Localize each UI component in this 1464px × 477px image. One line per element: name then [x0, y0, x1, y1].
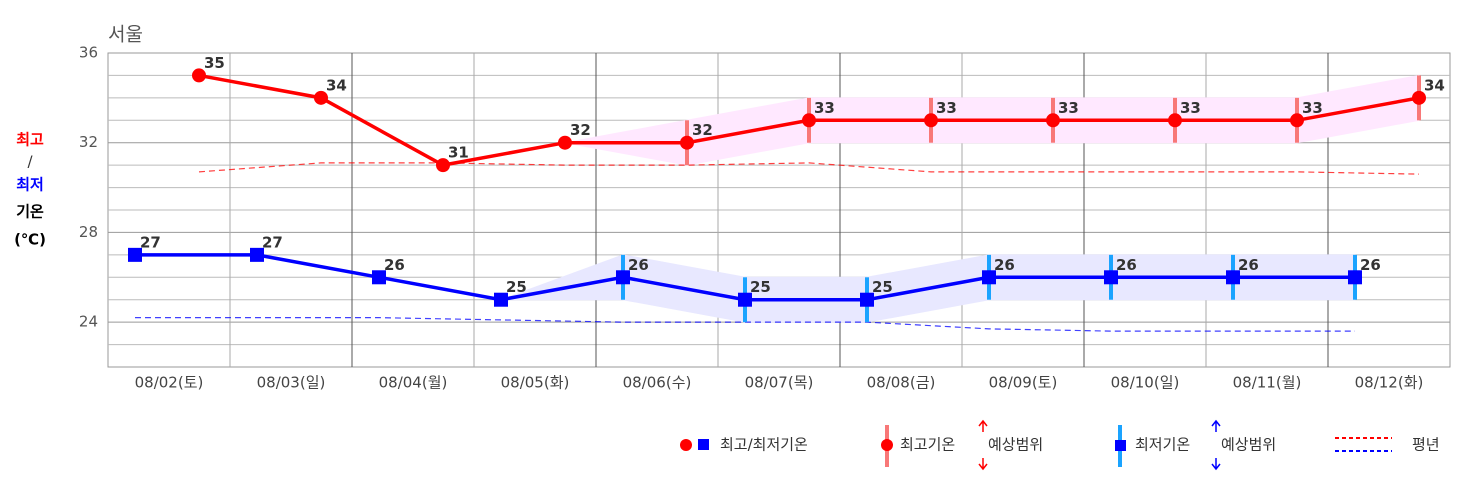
point — [680, 135, 694, 150]
point — [982, 270, 996, 285]
point — [494, 292, 508, 307]
x-tick-label: 08/10(일) — [1111, 374, 1180, 392]
y-tick-label: 24 — [79, 313, 98, 331]
x-tick-label: 08/11(월) — [1233, 374, 1302, 392]
y-label: 최저 — [16, 176, 44, 194]
legend-symbol — [1115, 440, 1126, 451]
legend-label: 최저기온 — [1135, 436, 1190, 454]
value-label: 26 — [1238, 256, 1259, 274]
x-tick-label: 08/12(화) — [1355, 374, 1424, 392]
normal-line — [198, 162, 1420, 175]
point — [738, 292, 752, 307]
value-label: 33 — [1302, 99, 1323, 117]
point — [1046, 113, 1060, 128]
legend-symbol — [881, 439, 893, 451]
value-label: 33 — [1058, 99, 1079, 117]
y-tick-label: 28 — [79, 223, 98, 241]
x-tick-label: 08/06(수) — [623, 374, 692, 392]
value-label: 27 — [262, 233, 283, 251]
x-tick-label: 08/02(토) — [135, 374, 204, 392]
y-tick-label: 32 — [79, 133, 98, 151]
value-label: 26 — [384, 256, 405, 274]
point — [314, 90, 328, 105]
point — [1104, 270, 1118, 285]
value-label: 33 — [814, 99, 835, 117]
legend-arrow — [978, 419, 988, 471]
point — [250, 247, 264, 262]
point — [1412, 90, 1426, 105]
point — [924, 113, 938, 128]
point — [1226, 270, 1240, 285]
point — [558, 135, 572, 150]
legend-arrow — [1211, 419, 1221, 471]
y-label: / — [27, 153, 33, 171]
x-tick-label: 08/07(목) — [745, 374, 814, 392]
x-tick-label: 08/08(금) — [867, 374, 936, 392]
point — [802, 113, 816, 128]
value-label: 27 — [140, 233, 161, 251]
normal-line — [135, 317, 1355, 332]
value-label: 25 — [506, 278, 527, 296]
y-label: (℃) — [14, 231, 46, 249]
point — [1168, 113, 1182, 128]
y-label: 최고 — [16, 131, 44, 149]
x-tick-label: 08/05(화) — [501, 374, 570, 392]
y-label: 기온 — [16, 203, 44, 221]
legend-label: 최고/최저기온 — [720, 436, 808, 454]
value-label: 35 — [204, 54, 225, 72]
value-label: 25 — [872, 278, 893, 296]
value-label: 34 — [1424, 76, 1445, 94]
legend-label: 평년 — [1412, 436, 1440, 454]
point — [616, 270, 630, 285]
legend-label: 최고기온 — [900, 436, 955, 454]
x-tick-label: 08/09(토) — [989, 374, 1058, 392]
legend-label: 예상범위 — [988, 436, 1043, 454]
point — [192, 68, 206, 83]
legend-symbol — [698, 439, 709, 450]
point — [436, 158, 450, 173]
value-label: 33 — [1180, 99, 1201, 117]
legend-label: 예상범위 — [1221, 436, 1276, 454]
point — [860, 292, 874, 307]
value-label: 31 — [448, 144, 469, 162]
point — [1290, 113, 1304, 128]
point — [372, 270, 386, 285]
point — [128, 247, 142, 262]
legend-symbol — [680, 439, 692, 451]
value-label: 34 — [326, 76, 347, 94]
x-tick-label: 08/03(일) — [257, 374, 326, 392]
value-label: 26 — [1360, 256, 1381, 274]
legend: 최고/최저기온 최고기온 예상범위 최저기온 예상범위 평년 — [680, 419, 1440, 471]
y-tick-label: 36 — [79, 44, 98, 62]
value-label: 26 — [994, 256, 1015, 274]
value-label: 26 — [628, 256, 649, 274]
value-label: 32 — [692, 121, 713, 139]
point — [1348, 270, 1362, 285]
x-tick-label: 08/04(월) — [379, 374, 448, 392]
chart-title: 서울 — [108, 24, 143, 46]
value-label: 25 — [750, 278, 771, 296]
value-label: 33 — [936, 99, 957, 117]
value-label: 26 — [1116, 256, 1137, 274]
value-label: 32 — [570, 121, 591, 139]
